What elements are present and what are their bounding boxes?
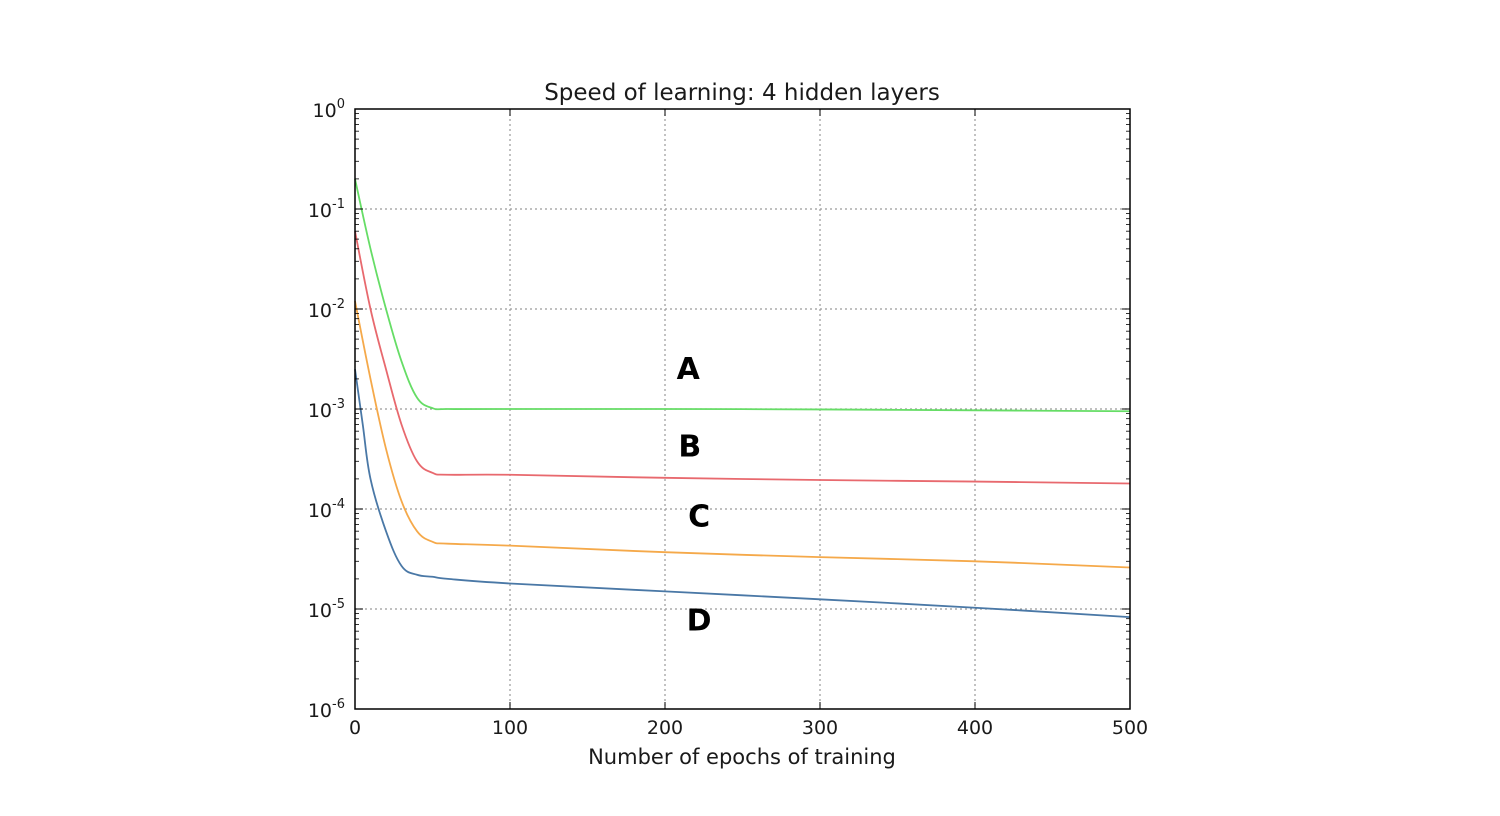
x-tick-label: 300	[802, 717, 838, 739]
axis-ticks: 0 100 200 300 400 50010010-110-210-310-410-51…	[308, 97, 1148, 739]
annotation-d: D	[687, 603, 712, 638]
y-tick-exponent: 0	[337, 97, 345, 112]
y-tick-exponent: -3	[332, 397, 345, 412]
y-tick-exponent: -1	[332, 197, 345, 212]
series-line-b	[354, 231, 1131, 485]
y-tick-label: 10-4	[308, 497, 345, 522]
annotation-b: B	[678, 430, 701, 465]
annotation-a: A	[677, 352, 701, 387]
series-line-d	[354, 369, 1131, 618]
x-axis-label: Number of epochs of training	[588, 745, 896, 769]
y-tick-base: 10	[308, 300, 332, 322]
x-tick-label: 100	[492, 717, 528, 739]
x-tick-label: 200	[647, 717, 683, 739]
y-tick-exponent: -2	[332, 297, 345, 312]
y-tick-label: 10-2	[308, 297, 345, 322]
y-tick-base: 10	[308, 600, 332, 622]
series-line-a	[354, 178, 1131, 413]
y-tick-label: 10-6	[308, 697, 345, 722]
series-line-c	[354, 300, 1131, 569]
y-tick-label: 100	[313, 97, 345, 122]
y-tick-base: 10	[308, 400, 332, 422]
x-tick-label: 500	[1112, 717, 1148, 739]
x-tick-label: 0	[349, 717, 361, 739]
y-tick-label: 10-5	[308, 597, 345, 622]
series-lines	[354, 178, 1131, 618]
y-tick-base: 10	[313, 100, 337, 122]
x-tick-label: 400	[957, 717, 993, 739]
y-tick-exponent: -5	[332, 597, 345, 612]
y-tick-label: 10-3	[308, 397, 345, 422]
y-tick-exponent: -4	[332, 497, 345, 512]
y-tick-label: 10-1	[308, 197, 345, 222]
y-tick-exponent: -6	[332, 697, 345, 712]
y-tick-base: 10	[308, 500, 332, 522]
chart-title: Speed of learning: 4 hidden layers	[544, 80, 940, 106]
y-tick-base: 10	[308, 200, 332, 222]
y-tick-base: 10	[308, 700, 332, 722]
annotation-c: C	[688, 500, 710, 535]
annotations: A BC D	[677, 352, 712, 638]
